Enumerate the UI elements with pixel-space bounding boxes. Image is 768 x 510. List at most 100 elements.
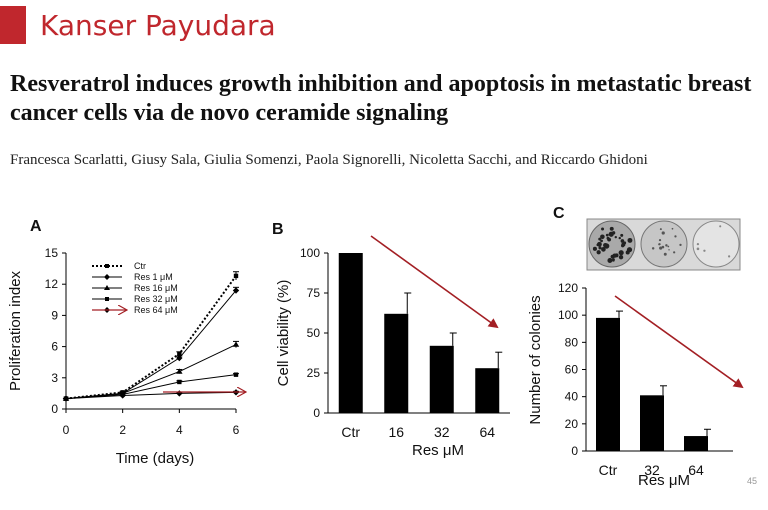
colony-dot xyxy=(658,238,662,242)
colony-dot xyxy=(667,245,670,248)
panel-a-legend-marker xyxy=(105,264,109,268)
panel-b-category-label: 32 xyxy=(434,424,450,440)
colony-dot xyxy=(665,244,668,247)
panel-a-ytick-label: 0 xyxy=(51,402,58,416)
panel-b-bar xyxy=(475,368,500,413)
colony-well-32 xyxy=(640,220,688,268)
panel-c-category-label: 32 xyxy=(644,462,660,478)
colony-dot xyxy=(600,234,605,240)
panel-a-series-line xyxy=(65,275,237,400)
panel-c-ylabel: Number of colonies xyxy=(527,295,544,424)
panel-b-bar xyxy=(384,313,409,413)
panel-b-ytick-label: 100 xyxy=(300,246,320,260)
panel-b-ytick-label: 75 xyxy=(307,286,321,300)
colony-dot xyxy=(603,242,608,248)
panel-c-xlabel: Res μM xyxy=(638,472,690,489)
colony-dots xyxy=(592,225,731,263)
panel-a-ytick-label: 9 xyxy=(51,308,58,322)
panel-a-legend-marker xyxy=(104,274,110,280)
accent-bar xyxy=(0,6,26,44)
paper-title: Resveratrol induces growth inhibition an… xyxy=(10,71,752,126)
colony-dot xyxy=(621,242,626,247)
panel-c-bar-chart: Number of colonies Res μM 0 20 40 60 80 100 12… xyxy=(527,218,741,489)
colony-dot xyxy=(673,251,676,254)
colony-well-ctr xyxy=(588,220,636,268)
panel-a-data-point xyxy=(177,351,182,357)
colony-dot xyxy=(627,237,633,243)
panel-a-data-point xyxy=(232,341,240,347)
colony-dot xyxy=(598,237,602,241)
colony-dot xyxy=(606,236,610,240)
panel-b-trend-arrow xyxy=(370,235,499,329)
panel-a-legend-label: Res 32 μM xyxy=(134,294,178,304)
panel-a-ytick-label: 15 xyxy=(45,246,59,260)
colony-dot xyxy=(696,242,700,246)
colony-well-64 xyxy=(692,220,740,268)
slide-title: Kanser Payudara xyxy=(40,9,276,42)
colony-dot xyxy=(608,231,614,237)
colony-dot xyxy=(696,247,700,251)
panel-a-legend-label: Res 1 μM xyxy=(134,272,173,282)
panel-a-legend-marker xyxy=(104,285,110,290)
panel-a-ylabel: Proliferation index xyxy=(7,270,24,391)
colony-dot xyxy=(661,231,665,235)
panel-b-category-label: Ctr xyxy=(341,424,360,440)
panel-c-ytick-label: 60 xyxy=(565,363,579,377)
colony-dot xyxy=(663,252,667,256)
panel-a-series-line xyxy=(65,374,237,400)
panel-c-trend-arrow xyxy=(614,295,744,389)
panel-a-legend-label: Res 64 μM xyxy=(134,305,178,315)
panel-b-bar xyxy=(429,345,454,413)
panel-letter-a: A xyxy=(30,218,42,235)
panel-a-data-point xyxy=(62,395,70,402)
colony-dot xyxy=(679,243,682,247)
colony-dot xyxy=(671,227,674,230)
panel-letter-c: C xyxy=(553,205,565,222)
panel-a-series-line xyxy=(65,344,237,400)
panel-a-data-point xyxy=(233,273,239,279)
panel-a-data-point xyxy=(119,392,126,399)
colony-dot xyxy=(620,233,624,237)
panel-a-series-line xyxy=(65,391,237,400)
panel-a-legend-marker xyxy=(105,297,109,301)
panel-a-xtick-label: 0 xyxy=(63,423,70,437)
panel-c-ytick-label: 40 xyxy=(565,390,579,404)
panel-b-ylabel: Cell viability (%) xyxy=(275,280,292,387)
colony-dot xyxy=(600,239,603,243)
panel-a-xtick-label: 2 xyxy=(119,423,126,437)
colony-dot xyxy=(658,243,661,246)
panel-c-ytick-label: 120 xyxy=(558,281,578,295)
panel-a-xtick-label: 6 xyxy=(233,423,240,437)
panel-a-ytick-label: 3 xyxy=(51,371,58,385)
colony-dot xyxy=(612,258,615,262)
panel-c-bar xyxy=(596,317,620,451)
panel-b-bar xyxy=(338,253,363,413)
panel-c-ytick-label: 80 xyxy=(565,335,579,349)
colony-dot xyxy=(618,236,621,240)
colony-dot xyxy=(618,250,624,256)
colony-dot xyxy=(609,226,614,231)
colony-dot xyxy=(668,249,670,251)
panel-b-category-label: 16 xyxy=(388,424,404,440)
panel-a-data-point xyxy=(176,368,183,374)
panel-letter-b: B xyxy=(272,221,284,238)
panel-b-category-label: 64 xyxy=(479,424,495,440)
colony-dot xyxy=(607,258,613,263)
colony-dot xyxy=(719,225,722,228)
panel-b-ytick-label: 50 xyxy=(307,326,321,340)
colony-dot xyxy=(605,233,609,237)
panel-a-data-point xyxy=(177,379,182,385)
panel-c-bar xyxy=(640,395,664,451)
panel-b-ytick-label: 25 xyxy=(307,366,321,380)
colony-dot xyxy=(659,228,662,231)
colony-dot xyxy=(597,241,602,247)
panel-a-legend-label: Res 16 μM xyxy=(134,283,178,293)
panel-a-ytick-label: 6 xyxy=(51,340,58,354)
colony-plate-photo xyxy=(586,218,741,271)
panel-a-data-point xyxy=(176,390,183,397)
colony-dot xyxy=(614,235,617,239)
panel-b-xlabel: Res μM xyxy=(412,442,464,459)
panel-c-ytick-label: 20 xyxy=(565,417,579,431)
